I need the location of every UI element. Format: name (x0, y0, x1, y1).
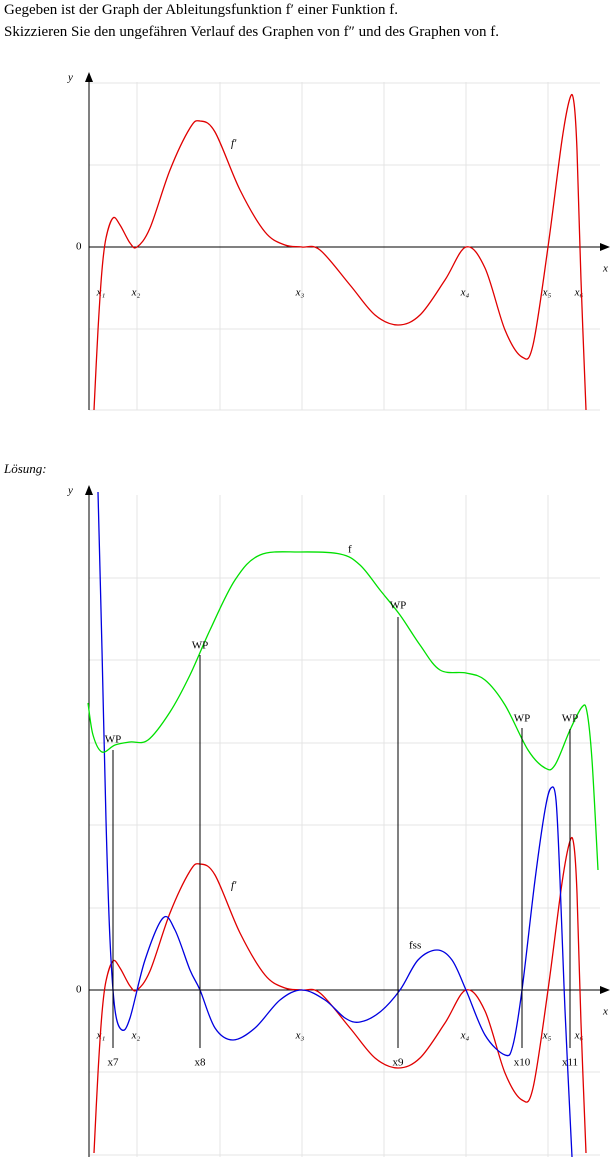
x-label: x₂ (131, 1030, 141, 1042)
solution-label: Lösung: (4, 461, 47, 476)
axis-arrow (600, 986, 610, 994)
inflection-x-label: x8 (195, 1057, 207, 1069)
x-label: x₄ (460, 287, 470, 299)
wp-label: WP (514, 713, 531, 725)
origin-label: 0 (76, 984, 82, 996)
y-axis-label: y (67, 72, 73, 84)
wp-label: WP (390, 600, 407, 612)
inflection-x-label: x11 (562, 1057, 578, 1069)
x-label: x₅ (542, 1030, 552, 1042)
curve-label: f′ (231, 880, 237, 892)
x-label: x₃ (295, 1030, 305, 1042)
inflection-x-label: x10 (514, 1057, 531, 1069)
wp-label: WP (562, 713, 579, 725)
axis-arrow (85, 485, 93, 495)
task-line: Gegeben ist der Graph der Ableitungsfunk… (4, 2, 399, 18)
wp-label: WP (105, 734, 122, 746)
origin-label: 0 (76, 241, 82, 253)
inflection-x-label: x9 (393, 1057, 405, 1069)
y-axis-label: y (67, 485, 73, 497)
curve-label: fss (409, 940, 421, 952)
wp-label: WP (192, 640, 209, 652)
task-line: Skizzieren Sie den ungefähren Verlauf de… (4, 24, 499, 40)
x-axis-label: x (602, 263, 608, 275)
inflection-x-label: x7 (108, 1057, 120, 1069)
curve-label: f (348, 544, 352, 556)
x-label: x₆ (574, 287, 584, 299)
axis-arrow (85, 72, 93, 82)
f-prime-curve (93, 836, 587, 1154)
x-axis-label: x (602, 1006, 608, 1018)
x-label: x₂ (131, 287, 141, 299)
x-label: x₅ (542, 287, 552, 299)
f-prime-curve (93, 93, 587, 411)
x-label: x₄ (460, 1030, 470, 1042)
x-label: x₃ (295, 287, 305, 299)
axis-arrow (600, 243, 610, 251)
curve-label: f′ (231, 138, 237, 150)
fss-curve (97, 491, 573, 1157)
f-curve (87, 551, 599, 871)
x-label: x₆ (574, 1030, 584, 1042)
